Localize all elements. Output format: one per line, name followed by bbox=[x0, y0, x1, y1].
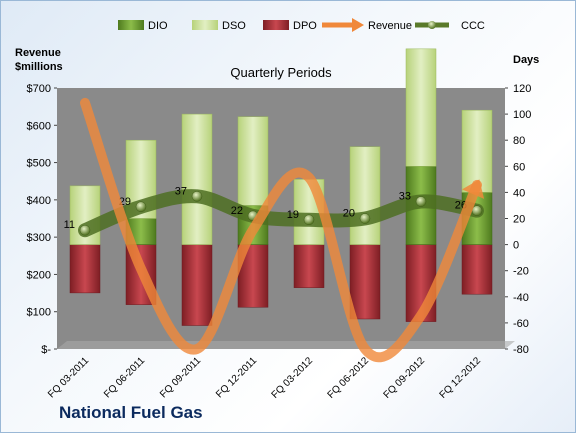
chart-title: Quarterly Periods bbox=[230, 65, 332, 80]
legend-arrow-revenue bbox=[352, 18, 364, 32]
left-tick-label: $300 bbox=[27, 232, 51, 244]
point-ccc bbox=[191, 191, 203, 202]
x-tick-label: FQ 06-2012 bbox=[326, 355, 372, 401]
point-ccc bbox=[359, 213, 371, 224]
legend-label: DIO bbox=[148, 20, 168, 32]
right-tick-label: 80 bbox=[513, 135, 525, 147]
plot-floor bbox=[57, 341, 515, 349]
point-ccc bbox=[303, 214, 315, 226]
bar-dso bbox=[349, 146, 381, 245]
bar-dpo bbox=[69, 244, 101, 294]
bar-dpo bbox=[461, 244, 493, 295]
x-tick-label: FQ 09-2012 bbox=[382, 355, 428, 401]
right-tick-label: 0 bbox=[513, 240, 519, 252]
right-tick-label: 60 bbox=[513, 161, 525, 173]
bar-dso bbox=[237, 116, 269, 206]
right-tick-label: 20 bbox=[513, 214, 525, 226]
right-tick-label: -20 bbox=[513, 266, 529, 278]
legend-label: DSO bbox=[222, 20, 246, 32]
left-axis-title: Revenue bbox=[15, 47, 61, 59]
data-label-ccc: 22 bbox=[231, 205, 243, 217]
right-tick-label: -40 bbox=[513, 292, 529, 304]
data-label-ccc: 11 bbox=[64, 219, 75, 231]
right-tick-label: -60 bbox=[513, 318, 529, 330]
bar-dpo bbox=[293, 244, 325, 288]
left-tick-label: $- bbox=[41, 344, 51, 356]
legend-dot-ccc bbox=[428, 21, 436, 29]
bar-dpo bbox=[181, 244, 213, 326]
bar-dso bbox=[461, 109, 493, 193]
point-ccc bbox=[79, 224, 91, 236]
left-axis-title: $millions bbox=[15, 61, 63, 73]
legend-label: DPO bbox=[293, 20, 317, 32]
left-tick-label: $500 bbox=[27, 158, 51, 170]
right-tick-label: 100 bbox=[513, 109, 531, 121]
legend-swatch-dio bbox=[118, 20, 144, 30]
x-tick-label: FQ 12-2012 bbox=[438, 355, 484, 401]
data-label-ccc: 37 bbox=[175, 185, 187, 197]
x-tick-label: FQ 03-2011 bbox=[46, 355, 91, 400]
legend-label: CCC bbox=[461, 20, 485, 32]
left-tick-label: $600 bbox=[27, 120, 51, 132]
point-ccc bbox=[135, 201, 147, 213]
right-tick-label: -80 bbox=[513, 344, 529, 356]
series-line-revenue bbox=[80, 97, 482, 363]
x-tick-label: FQ 03-2012 bbox=[270, 355, 316, 401]
data-label-ccc: 20 bbox=[343, 208, 355, 220]
right-tick-label: 120 bbox=[513, 83, 531, 95]
right-tick-label: 40 bbox=[513, 187, 525, 199]
x-tick-label: FQ 12-2011 bbox=[214, 355, 259, 400]
data-label-ccc: 33 bbox=[399, 191, 411, 203]
x-tick-label: FQ 06-2011 bbox=[102, 355, 147, 400]
x-tick-label: FQ 09-2011 bbox=[158, 355, 203, 400]
bar-dpo bbox=[237, 244, 269, 308]
point-ccc bbox=[415, 196, 427, 207]
left-tick-label: $400 bbox=[27, 195, 51, 207]
bar-dso bbox=[405, 48, 437, 167]
left-tick-label: $200 bbox=[27, 269, 51, 281]
left-tick-label: $100 bbox=[27, 307, 51, 319]
left-tick-label: $700 bbox=[27, 83, 51, 95]
bar-dpo bbox=[349, 244, 381, 320]
legend-swatch-dpo bbox=[263, 20, 289, 30]
legend-label: Revenue bbox=[368, 20, 412, 32]
bar-dso bbox=[181, 113, 213, 245]
legend-swatch-dso bbox=[192, 20, 218, 30]
revenue-arrowhead bbox=[462, 179, 485, 199]
right-axis-title: Days bbox=[513, 54, 539, 66]
company-name: National Fuel Gas bbox=[59, 403, 203, 422]
data-label-ccc: 19 bbox=[287, 209, 299, 221]
